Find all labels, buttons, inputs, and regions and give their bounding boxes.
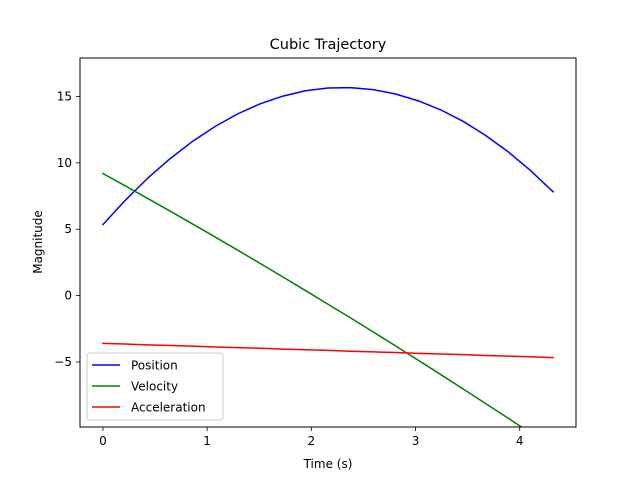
x-tick-label: 0 (99, 434, 107, 448)
series-line-position (101, 86, 555, 226)
y-tick-label: 0 (64, 289, 72, 303)
y-tick-label: −5 (54, 355, 72, 369)
x-tick-label: 1 (203, 434, 211, 448)
legend-label-velocity: Velocity (131, 380, 178, 394)
legend-label-acceleration: Acceleration (131, 401, 206, 415)
y-tick-label: 5 (64, 222, 72, 236)
x-tick-label: 4 (516, 434, 524, 448)
legend-label-position: Position (131, 359, 178, 373)
x-tick-label: 3 (412, 434, 420, 448)
y-tick-label: 10 (57, 156, 72, 170)
chart-title: Cubic Trajectory (270, 37, 387, 53)
x-tick-label: 2 (308, 434, 316, 448)
x-axis-label: Time (s) (303, 457, 353, 471)
legend: Position Velocity Acceleration (86, 352, 224, 421)
series-line-velocity (101, 172, 523, 427)
legend-box (86, 352, 224, 421)
legend-items: Position Velocity Acceleration (92, 359, 206, 415)
series-line-acceleration (102, 342, 554, 359)
series-layer (101, 86, 555, 427)
y-axis-ticks: −5 0 5 10 15 (54, 89, 80, 369)
x-axis-ticks: 0 1 2 3 4 (99, 427, 524, 448)
y-tick-label: 15 (57, 89, 72, 103)
plot-frame (79, 57, 577, 428)
y-axis-label: Magnitude (31, 210, 45, 274)
